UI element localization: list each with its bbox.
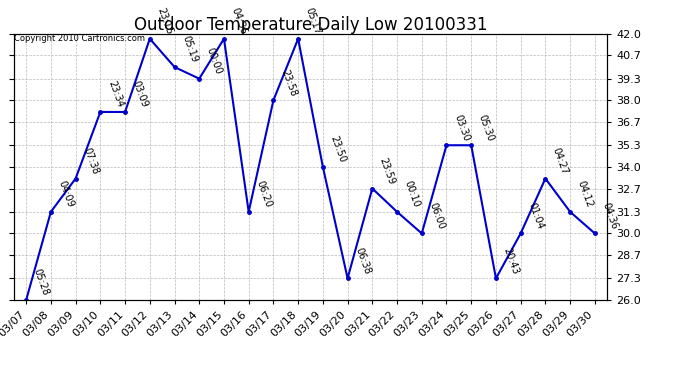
Text: 07:38: 07:38 — [81, 146, 100, 176]
Text: 05:17: 05:17 — [304, 6, 323, 36]
Text: 03:30: 03:30 — [452, 113, 471, 142]
Text: 03:09: 03:09 — [130, 80, 150, 109]
Text: 01:04: 01:04 — [526, 201, 545, 231]
Text: 23:59: 23:59 — [378, 156, 397, 186]
Text: 00:10: 00:10 — [402, 180, 422, 209]
Text: 06:20: 06:20 — [254, 179, 273, 209]
Text: Copyright 2010 Cartronics.com: Copyright 2010 Cartronics.com — [14, 34, 145, 43]
Text: 23:34: 23:34 — [106, 80, 125, 109]
Text: 23:15: 23:15 — [155, 6, 175, 36]
Text: 04:12: 04:12 — [575, 179, 595, 209]
Text: 06:00: 06:00 — [427, 201, 446, 231]
Text: 23:50: 23:50 — [328, 134, 347, 164]
Text: 04:27: 04:27 — [551, 146, 570, 176]
Text: 05:30: 05:30 — [477, 113, 495, 142]
Text: 04:36: 04:36 — [230, 6, 248, 36]
Title: Outdoor Temperature Daily Low 20100331: Outdoor Temperature Daily Low 20100331 — [134, 16, 487, 34]
Text: 05:28: 05:28 — [32, 267, 50, 297]
Text: 20:43: 20:43 — [502, 246, 520, 276]
Text: 04:36: 04:36 — [600, 201, 620, 231]
Text: 00:00: 00:00 — [205, 46, 224, 76]
Text: 23:58: 23:58 — [279, 68, 298, 98]
Text: 04:09: 04:09 — [57, 180, 75, 209]
Text: 06:38: 06:38 — [353, 246, 372, 276]
Text: 05:19: 05:19 — [180, 34, 199, 64]
